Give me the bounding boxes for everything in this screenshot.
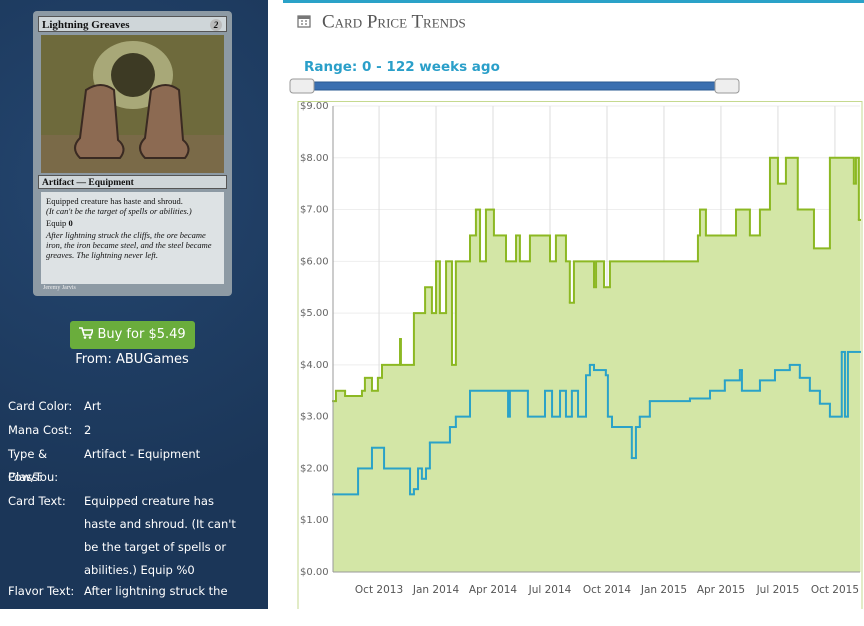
chart-panel: Card Price Trends Range: 0 - 122 weeks a… [283, 0, 864, 609]
card-name-text: Lightning Greaves [42, 19, 130, 31]
detail-value: Art [84, 399, 102, 413]
area-step [400, 339, 402, 572]
x-tick-label: Apr 2014 [469, 584, 518, 596]
y-tick-label: $6.00 [300, 256, 329, 267]
area-step [749, 235, 761, 572]
area-step [451, 364, 457, 572]
area-step [759, 209, 771, 573]
area-step [604, 287, 611, 572]
x-tick-label: Jul 2015 [756, 584, 800, 596]
sidebar: Lightning Greaves 2 Artifact — Equipment… [0, 0, 268, 621]
card-artist: Jeremy Jarvis [43, 285, 76, 291]
area-step [361, 390, 366, 572]
area-step [609, 261, 699, 572]
area-step [516, 235, 521, 572]
chart-title: Card Price Trends [322, 11, 466, 32]
area-step [519, 261, 531, 572]
card-reminder: (It can't be the target of spells or abi… [46, 206, 192, 216]
card-art [41, 35, 224, 173]
y-tick-label: $3.00 [300, 412, 329, 423]
slider-handle[interactable] [289, 78, 315, 94]
range-label: Range: 0 - 122 weeks ago [304, 59, 500, 75]
cart-icon [79, 327, 95, 339]
area-step [699, 209, 707, 573]
area-step [413, 313, 426, 572]
y-tick-label: $2.00 [300, 463, 329, 474]
x-tick-label: Oct 2013 [355, 584, 403, 596]
detail-value: Artifact - Equipment [84, 447, 201, 461]
area-step [858, 219, 861, 572]
card-rules: Equipped creature has haste and shroud. [46, 196, 183, 206]
area-step [377, 377, 383, 572]
area-step [813, 248, 831, 572]
x-tick-label: Jan 2014 [412, 584, 460, 596]
card-text-box: Equipped creature has haste and shroud. … [41, 192, 224, 284]
area-step [446, 261, 453, 572]
area-step [777, 183, 787, 572]
area-step [529, 235, 551, 572]
area-step [593, 287, 597, 572]
header-rule [283, 0, 864, 3]
area-step [371, 390, 379, 572]
card-equip-cost: 0 [68, 218, 73, 228]
detail-value: After lightning struck the cliffs, [84, 584, 228, 621]
slider-handle[interactable] [714, 78, 740, 94]
y-tick-label: $8.00 [300, 153, 329, 164]
area-step [853, 183, 857, 572]
calendar-icon [297, 15, 311, 28]
card-equip: Equip [46, 218, 67, 228]
x-tick-label: Jan 2015 [640, 584, 687, 596]
detail-label: Card Text: [8, 494, 66, 508]
area-step [697, 235, 701, 572]
card-cost: 2 [210, 19, 222, 31]
area-step [797, 209, 815, 573]
detail-label: Pow/Tou: [8, 470, 59, 484]
card-type-line: Artifact — Equipment [38, 175, 227, 189]
detail-value: Equipped creature has haste and shroud. … [84, 494, 236, 577]
area-step [469, 235, 477, 572]
detail-label: Flavor Text: [8, 584, 75, 598]
detail-value: 2 [84, 423, 92, 437]
detail-label: Card Color: [8, 399, 73, 413]
x-tick-label: Oct 2014 [583, 584, 632, 596]
area-step [480, 261, 487, 572]
card-flavor: After lightning struck the cliffs, the o… [46, 230, 212, 260]
y-tick-label: $7.00 [300, 205, 329, 216]
y-tick-label: $9.00 [300, 101, 329, 112]
area-step [596, 261, 605, 572]
area-step [855, 157, 860, 572]
card-image: Lightning Greaves 2 Artifact — Equipment… [33, 11, 232, 296]
lines [332, 156, 861, 496]
buy-button[interactable]: Buy for $5.49 [70, 321, 195, 349]
y-tick-label: $0.00 [300, 567, 329, 578]
area-step [425, 287, 433, 572]
area-step [506, 261, 517, 572]
area-step [769, 157, 779, 572]
detail-label: Mana Cost: [8, 423, 73, 437]
area-step [555, 235, 567, 572]
x-tick-label: Oct 2015 [811, 584, 859, 596]
page: Lightning Greaves 2 Artifact — Equipment… [0, 0, 864, 609]
area-step [436, 261, 441, 572]
area-step [493, 235, 507, 572]
x-tick-label: Jul 2014 [528, 584, 572, 596]
x-tick-label: Apr 2015 [697, 584, 745, 596]
range-slider[interactable] [300, 81, 739, 91]
y-tick-label: $1.00 [300, 515, 329, 526]
area-step [335, 390, 346, 572]
source: From: ABUGames [75, 352, 189, 367]
area-step [569, 302, 575, 572]
area-step [364, 377, 373, 572]
y-tick-label: $5.00 [300, 308, 329, 319]
area-step [705, 235, 737, 572]
buy-label: Buy for $5.49 [97, 327, 186, 342]
detail-label: Type & Class: [8, 447, 48, 484]
area-step [333, 401, 337, 572]
card-name: Lightning Greaves 2 [38, 16, 227, 32]
y-tick-label: $4.00 [300, 360, 329, 371]
area-step [345, 395, 363, 572]
